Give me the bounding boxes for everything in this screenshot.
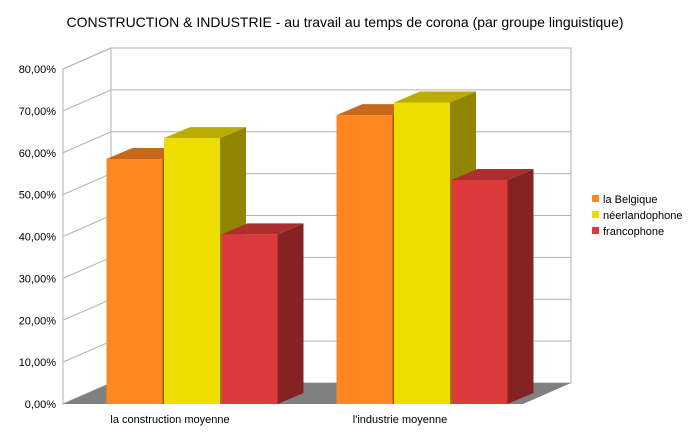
bar-side bbox=[507, 168, 534, 404]
bar-front bbox=[451, 179, 508, 404]
bar bbox=[221, 223, 304, 404]
y-tick-label: 30,00% bbox=[19, 273, 57, 285]
bar-top bbox=[394, 91, 476, 103]
y-tick-label: 0,00% bbox=[25, 399, 56, 411]
legend-swatch bbox=[592, 211, 599, 218]
legend-item: néerlandophone bbox=[592, 210, 683, 222]
bar-side bbox=[277, 223, 304, 404]
y-tick-label: 50,00% bbox=[19, 190, 57, 202]
bar-top bbox=[164, 127, 246, 139]
gridline bbox=[62, 89, 571, 112]
y-tick-label: 10,00% bbox=[19, 357, 57, 369]
y-tick-label: 40,00% bbox=[19, 232, 57, 244]
legend-label: francophone bbox=[603, 226, 664, 238]
bar-front bbox=[221, 234, 278, 404]
bar-front bbox=[164, 138, 220, 404]
legend-item: la Belgique bbox=[592, 194, 657, 206]
gridline bbox=[62, 47, 571, 70]
x-tick-label: la construction moyenne bbox=[110, 414, 229, 426]
legend: la Belgique néerlandophone francophone bbox=[592, 194, 683, 238]
legend-swatch bbox=[592, 195, 599, 202]
bar-front bbox=[106, 159, 163, 404]
chart-title: CONSTRUCTION & INDUSTRIE - au travail au… bbox=[66, 14, 623, 30]
bars bbox=[106, 91, 534, 404]
legend-label: néerlandophone bbox=[603, 210, 683, 222]
x-tick-label: l'industrie moyenne bbox=[353, 414, 447, 426]
bar bbox=[164, 127, 246, 404]
bar-front bbox=[394, 102, 450, 404]
y-tick-label: 80,00% bbox=[19, 64, 57, 76]
bar-front bbox=[336, 115, 393, 404]
bar-top bbox=[221, 223, 304, 235]
legend-item: francophone bbox=[592, 226, 664, 238]
legend-swatch bbox=[592, 227, 599, 234]
y-tick-label: 20,00% bbox=[19, 315, 57, 327]
y-tick-label: 60,00% bbox=[19, 148, 57, 160]
bar bbox=[451, 168, 534, 404]
x-axis: la construction moyenne l'industrie moyen… bbox=[110, 414, 447, 426]
y-tick-label: 70,00% bbox=[19, 106, 57, 118]
bar-top bbox=[451, 168, 534, 180]
y-axis: 0,00% 10,00% 20,00% 30,00% 40,00% 50,00% 60,00… bbox=[19, 64, 57, 411]
legend-label: la Belgique bbox=[603, 194, 657, 206]
